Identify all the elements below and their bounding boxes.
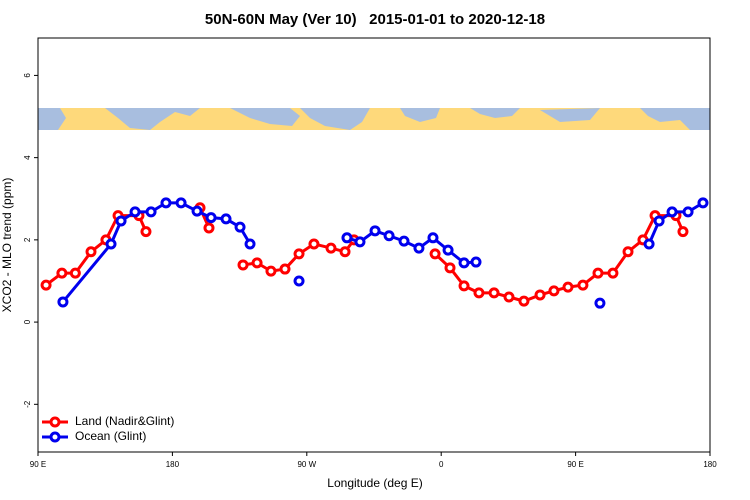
point [341,232,353,244]
legend-label: Ocean (Glint) [75,429,146,443]
point [251,257,263,269]
point [203,222,215,234]
point [69,267,81,279]
point [308,238,320,250]
point [57,296,69,308]
series-line [61,201,704,303]
x-axis-title: Longitude (deg E) [327,476,422,490]
point [577,279,589,291]
point [105,238,117,250]
chart-title: 50N-60N May (Ver 10) 2015-01-01 to 2020-… [205,11,545,28]
point [470,256,482,268]
point [191,205,203,217]
point [697,197,709,209]
point [429,248,441,260]
point [444,262,456,274]
x-tick-label: 90 E [30,460,46,469]
point [518,295,530,307]
point [503,291,515,303]
plot-frame [37,37,711,453]
point [56,267,68,279]
point [677,226,689,238]
x-tick-label: 90 E [567,460,583,469]
point [643,238,655,250]
point [279,263,291,275]
point [398,235,410,247]
point [293,275,305,287]
x-tick-label: 180 [166,460,180,469]
x-tick-label: 90 W [297,460,316,469]
point [85,246,97,258]
point [140,226,152,238]
x-tick-label: 0 [439,460,444,469]
point [413,242,425,254]
point [129,206,141,218]
point [237,259,249,271]
y-tick-label: 6 [23,73,32,78]
point [339,246,351,258]
point [607,267,619,279]
map-strip [38,108,710,130]
y-tick-label: 2 [23,237,32,242]
point [534,289,546,301]
point [325,242,337,254]
point [666,206,678,218]
point [473,287,485,299]
point [458,257,470,269]
y-tick-label: 0 [23,319,32,324]
point [205,212,217,224]
point [427,232,439,244]
y-axis-title: XCO2 - MLO trend (ppm) [0,178,14,313]
point [548,285,560,297]
point [369,225,381,237]
point [562,281,574,293]
point [594,297,606,309]
point [354,236,366,248]
series-line [45,207,685,303]
legend-label: Land (Nadir&Glint) [75,414,174,428]
point [383,230,395,242]
point [234,221,246,233]
point [175,197,187,209]
point [160,197,172,209]
point [458,280,470,292]
point [244,238,256,250]
y-tick-label: -2 [23,400,32,408]
legend-marker [49,431,61,443]
point [442,244,454,256]
point [115,215,127,227]
point [653,215,665,227]
point [265,265,277,277]
point [220,213,232,225]
point [682,206,694,218]
point [145,206,157,218]
point [592,267,604,279]
point [622,246,634,258]
legend-marker [49,416,61,428]
point [293,248,305,260]
y-tick-label: 4 [23,155,32,160]
x-tick-label: 180 [703,460,717,469]
point [40,279,52,291]
point [488,287,500,299]
